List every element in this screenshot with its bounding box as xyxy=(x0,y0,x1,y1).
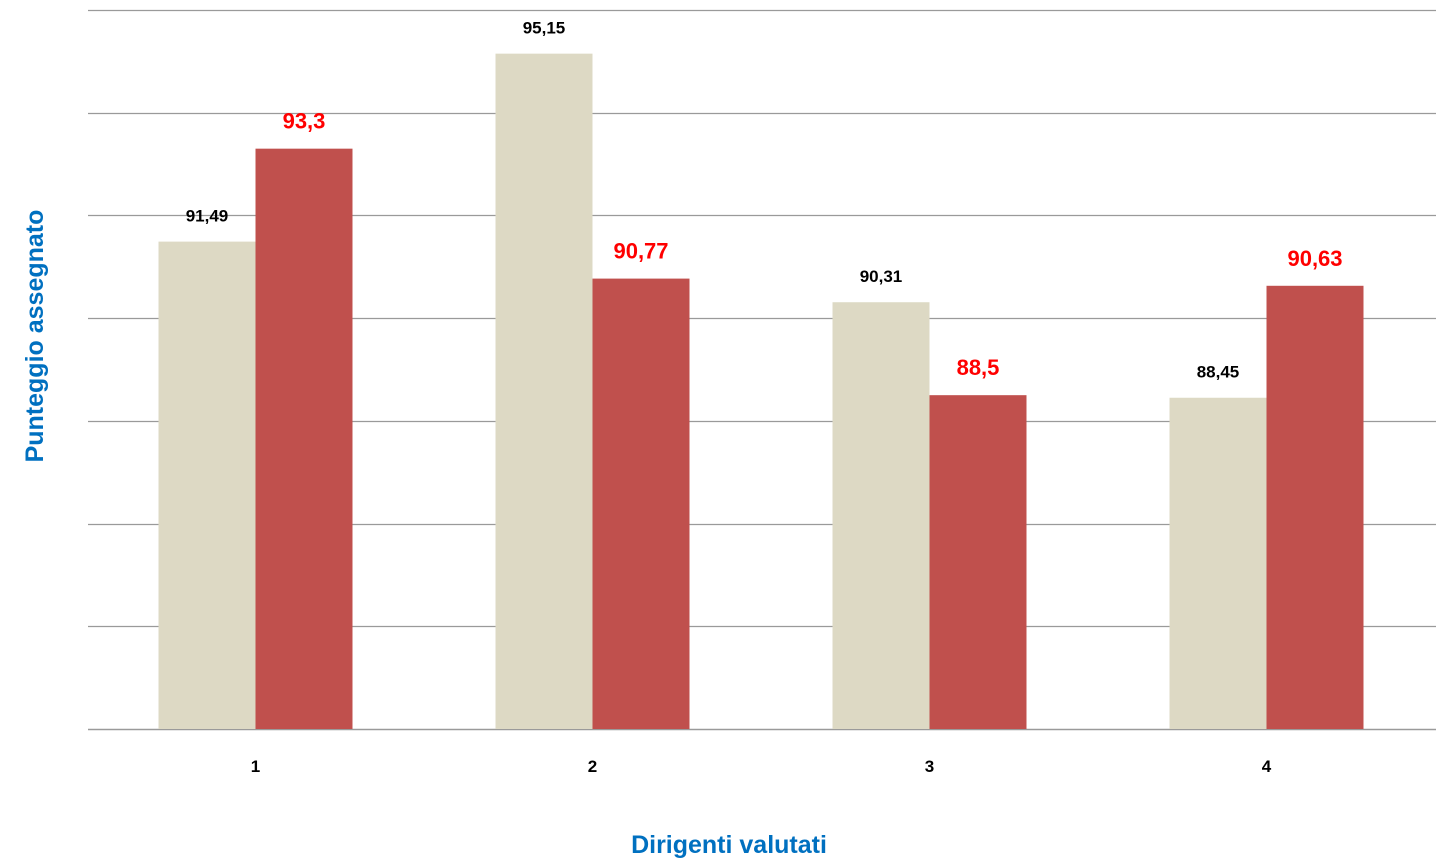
data-label-series-2-cat-4: 90,63 xyxy=(1287,246,1342,271)
data-label-series-2-cat-3: 88,5 xyxy=(957,355,1000,380)
bar-series-1-cat-2 xyxy=(495,53,593,730)
data-label-series-1-cat-2: 95,15 xyxy=(523,19,566,38)
x-axis-title: Dirigenti valutati xyxy=(631,831,827,859)
bar-series-2-cat-4 xyxy=(1266,285,1364,729)
bar-series-1-cat-1 xyxy=(158,241,256,729)
data-label-series-2-cat-1: 93,3 xyxy=(283,109,326,134)
data-label-series-1-cat-1: 91,49 xyxy=(186,207,229,226)
bar-series-2-cat-3 xyxy=(929,395,1027,729)
x-tick-labels: 1 2 3 4 xyxy=(251,757,1272,776)
x-tick-label: 4 xyxy=(1262,757,1272,776)
bar-series-2-cat-2 xyxy=(592,278,690,729)
data-label-series-1-cat-4: 88,45 xyxy=(1197,363,1240,382)
bar-series-2-cat-1 xyxy=(255,148,353,729)
x-tick-label: 2 xyxy=(588,757,597,776)
bar-series-1-cat-4 xyxy=(1169,397,1267,729)
data-label-series-1-cat-3: 90,31 xyxy=(860,267,903,286)
x-tick-label: 1 xyxy=(251,757,260,776)
data-label-series-2-cat-2: 90,77 xyxy=(613,239,668,264)
bar-series-1-cat-3 xyxy=(832,302,930,729)
bars xyxy=(158,53,1364,730)
data-labels: 91,49 93,3 95,15 90,77 90,31 88,5 88,45 90,63 xyxy=(186,19,1343,382)
y-axis-title: Punteggio assegnato xyxy=(21,210,49,463)
x-tick-label: 3 xyxy=(925,757,934,776)
